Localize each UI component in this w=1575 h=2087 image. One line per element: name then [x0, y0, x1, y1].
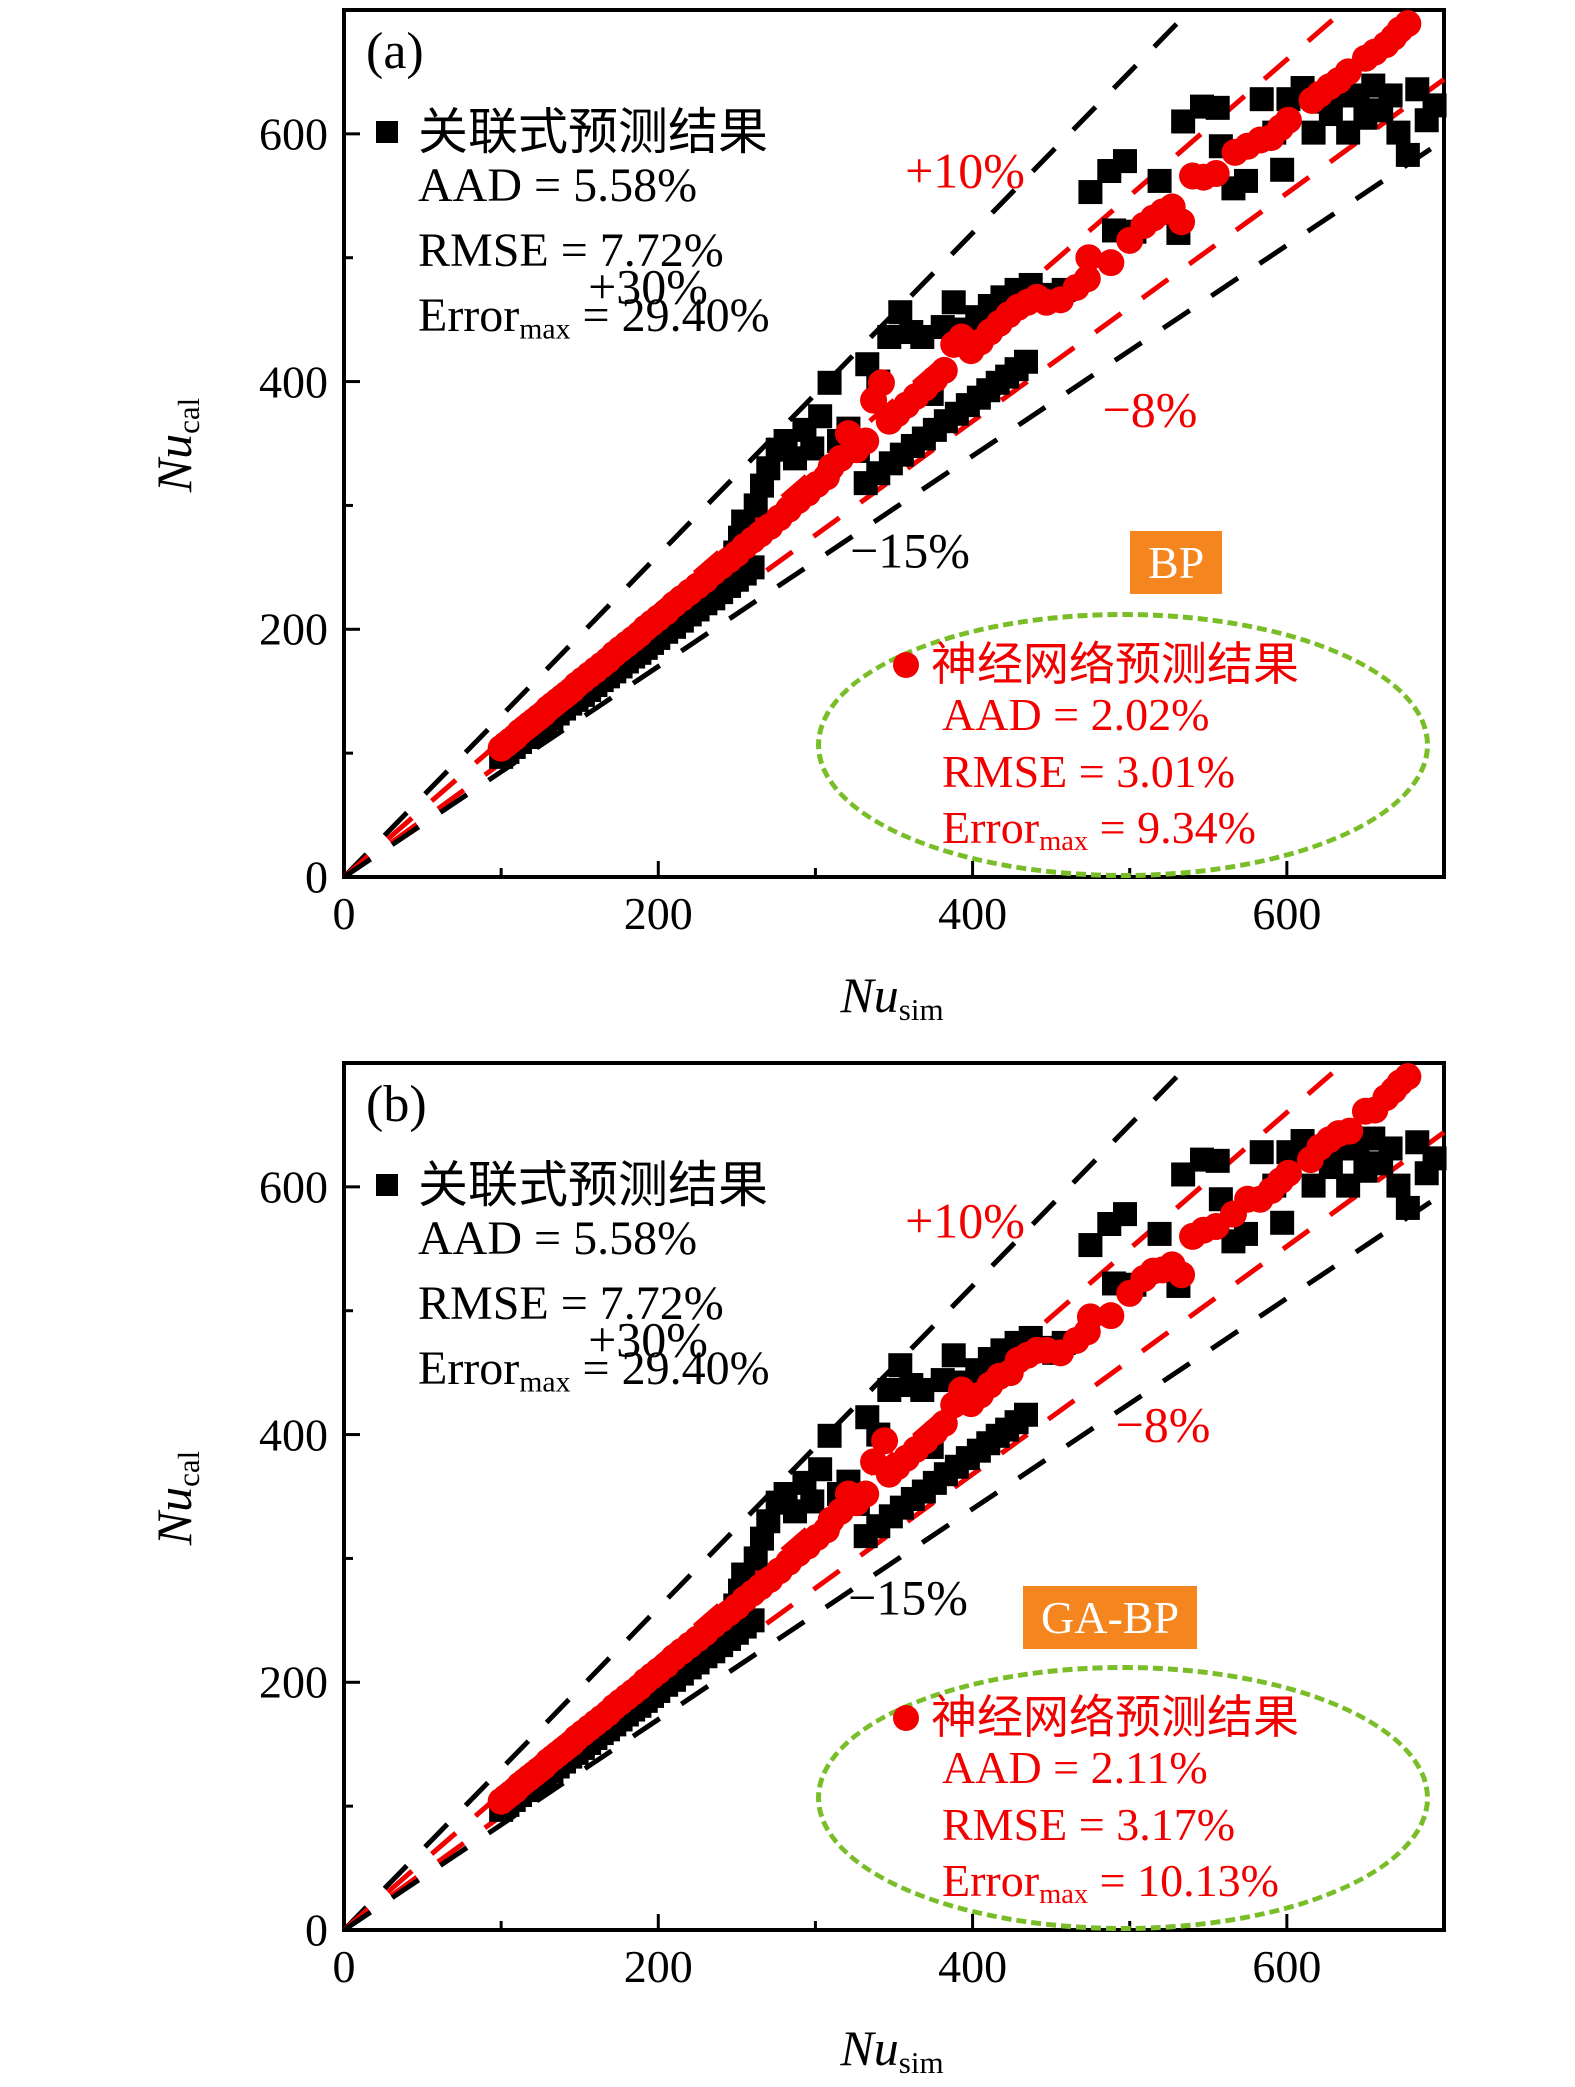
highlight-ellipse	[816, 1665, 1430, 1931]
x-axis-title: Nusim	[840, 967, 944, 1027]
red-legend-label: 神经网络预测结果	[931, 1692, 1299, 1743]
plot-area-a: +30% +10% −8% −15% (a) 关联式预测结果 AAD = 5.58% …	[146, 8, 1447, 1027]
y-tick-label: 200	[259, 603, 328, 655]
panel-a: +30% +10% −8% −15% (a) 关联式预测结果 AAD = 5.58% …	[0, 0, 1575, 1043]
red-legend-aad: AAD = 2.11%	[942, 1742, 1208, 1793]
y-tick-label: 600	[259, 108, 328, 160]
plot-area-b: +30% +10% −8% −15% (b) 关联式预测结果 AAD = 5.58% …	[146, 1061, 1447, 2080]
black-square-marker	[376, 1174, 398, 1196]
x-tick-label: 200	[623, 888, 693, 939]
y-tick-label: 200	[259, 1656, 328, 1708]
series-red-circles	[487, 1063, 1422, 1815]
black-legend-errormax: Errormax = 29.40%	[418, 1342, 770, 1399]
y-tick-label: 400	[259, 356, 328, 408]
red-legend-label: 神经网络预测结果	[931, 639, 1299, 690]
model-badge: GA-BP	[1023, 1586, 1198, 1649]
red-circle-marker	[893, 1705, 919, 1731]
x-tick-label: 600	[1252, 1941, 1322, 1992]
x-tick-label: 400	[938, 1941, 1008, 1992]
black-legend-title: 关联式预测结果	[376, 1145, 768, 1217]
ref-line-−15%	[342, 1190, 1446, 1933]
y-tick-label: 400	[259, 1409, 328, 1461]
ref-line-label: −8%	[1116, 1396, 1211, 1452]
ref-line-label: −8%	[1103, 381, 1198, 437]
ref-line-−8%	[342, 1130, 1446, 1933]
red-circle-marker	[893, 652, 919, 678]
red-legend-rmse: RMSE = 3.01%	[942, 746, 1236, 797]
black-legend-title: 关联式预测结果	[376, 92, 768, 164]
red-legend-title: 神经网络预测结果	[893, 628, 1299, 694]
ref-line-label: +30%	[588, 258, 708, 314]
ref-line-label: +10%	[905, 1192, 1025, 1248]
x-tick-label: 0	[332, 1941, 356, 1992]
y-tick-label: 0	[305, 1904, 328, 1956]
x-tick-label: 600	[1252, 888, 1322, 939]
red-legend-aad: AAD = 2.02%	[942, 689, 1210, 740]
panel-index-label: (a)	[366, 23, 424, 80]
y-tick-label: 600	[259, 1161, 328, 1213]
black-legend-aad: AAD = 5.58%	[418, 1212, 698, 1265]
x-tick-label: 0	[332, 888, 356, 939]
red-legend-title: 神经网络预测结果	[893, 1681, 1299, 1747]
ref-line-−15%	[342, 137, 1446, 880]
scatter-chart-a: +30% +10% −8% −15%	[342, 8, 1447, 880]
y-axis-title: Nucal	[146, 397, 206, 493]
scatter-chart-b: +30% +10% −8% −15%	[342, 1061, 1447, 1933]
highlight-ellipse	[816, 612, 1430, 878]
x-axis-title: Nusim	[840, 2020, 944, 2080]
red-legend-errormax: Errormax = 10.13%	[942, 1855, 1279, 1911]
panel-b: +30% +10% −8% −15% (b) 关联式预测结果 AAD = 5.58% …	[0, 1053, 1575, 2087]
ref-line-−8%	[342, 77, 1446, 880]
y-axis-title: Nucal	[146, 1450, 206, 1546]
x-tick-label: 400	[938, 888, 1008, 939]
black-legend-errormax: Errormax = 29.40%	[418, 289, 770, 346]
x-tick-label: 200	[623, 1941, 693, 1992]
ref-line-label: −15%	[850, 522, 970, 578]
plot-frame	[342, 8, 1446, 879]
black-legend-rmse: RMSE = 7.72%	[418, 224, 724, 277]
panel-index-label: (b)	[366, 1076, 427, 1133]
ref-line-label: +30%	[588, 1311, 708, 1367]
black-legend-label: 关联式预测结果	[418, 1157, 768, 1213]
axis-ticks	[342, 132, 1289, 879]
red-legend-errormax: Errormax = 9.34%	[942, 802, 1256, 858]
black-legend-rmse: RMSE = 7.72%	[418, 1277, 724, 1330]
y-tick-label: 0	[305, 851, 328, 903]
black-square-marker	[376, 121, 398, 143]
ref-line-label: −15%	[848, 1569, 968, 1625]
red-legend-rmse: RMSE = 3.17%	[942, 1799, 1236, 1850]
plot-frame	[342, 1061, 1446, 1932]
black-legend-label: 关联式预测结果	[418, 104, 768, 160]
model-badge: BP	[1130, 531, 1223, 594]
black-legend-aad: AAD = 5.58%	[418, 159, 698, 212]
series-red-circles	[487, 10, 1422, 762]
ref-line-label: +10%	[905, 142, 1025, 198]
